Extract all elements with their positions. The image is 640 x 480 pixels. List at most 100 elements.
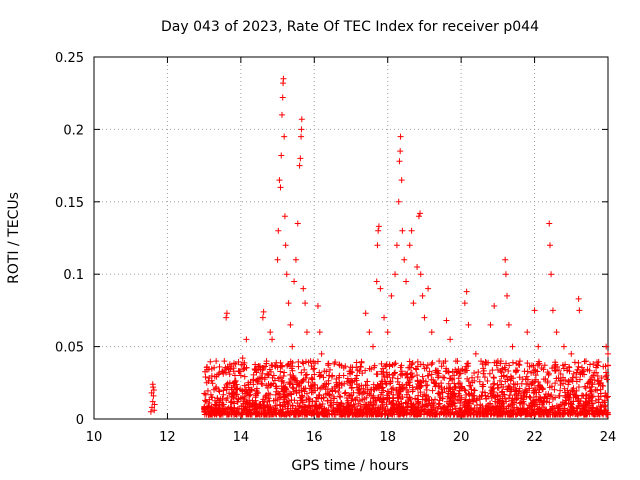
- data-point: [557, 401, 564, 408]
- data-point: [211, 364, 218, 371]
- chart-title: Day 043 of 2023, Rate Of TEC Index for r…: [161, 19, 539, 35]
- data-point: [594, 362, 601, 369]
- data-point: [500, 405, 507, 412]
- data-point: [501, 391, 508, 398]
- data-point: [264, 403, 271, 410]
- data-point: [344, 375, 351, 382]
- data-point: [314, 384, 321, 391]
- data-point: [268, 362, 275, 369]
- data-point: [203, 366, 210, 373]
- y-axis-ticks: 0 0.05 0.1 0.15 0.2 0.25: [55, 51, 608, 428]
- data-point: [499, 388, 506, 395]
- data-point: [281, 133, 288, 140]
- data-point: [281, 384, 288, 391]
- data-point: [323, 411, 330, 418]
- data-point: [419, 373, 426, 380]
- data-point: [228, 363, 235, 370]
- data-point: [253, 369, 260, 376]
- data-point: [425, 372, 432, 379]
- data-point: [398, 177, 405, 184]
- data-point: [226, 379, 233, 386]
- data-point: [447, 336, 454, 343]
- data-point: [301, 406, 308, 413]
- data-point: [147, 408, 154, 415]
- data-point: [451, 372, 458, 379]
- data-point: [450, 399, 457, 406]
- data-point: [589, 400, 596, 407]
- data-point: [277, 368, 284, 375]
- data-point: [468, 386, 475, 393]
- data-point: [575, 383, 582, 390]
- data-point: [565, 400, 572, 407]
- data-point: [256, 404, 263, 411]
- data-point: [394, 375, 401, 382]
- data-point: [431, 411, 438, 418]
- data-point: [552, 380, 559, 387]
- data-point: [394, 411, 401, 418]
- data-point: [597, 379, 604, 386]
- data-point: [276, 390, 283, 397]
- data-point: [270, 372, 277, 379]
- data-point: [526, 393, 533, 400]
- data-point: [513, 388, 520, 395]
- data-point: [467, 382, 474, 389]
- data-point: [386, 398, 393, 405]
- data-point: [439, 395, 446, 402]
- data-point: [339, 408, 346, 415]
- data-point: [303, 390, 310, 397]
- data-point: [524, 407, 531, 414]
- data-point: [281, 213, 288, 220]
- data-point: [415, 392, 422, 399]
- data-point: [298, 369, 305, 376]
- data-point: [356, 368, 363, 375]
- data-point: [575, 363, 582, 370]
- data-point: [374, 242, 381, 249]
- data-point: [494, 392, 501, 399]
- data-point: [493, 405, 500, 412]
- data-point: [406, 364, 413, 371]
- data-point: [597, 386, 604, 393]
- data-point: [294, 409, 301, 416]
- data-point: [540, 404, 547, 411]
- data-point: [598, 375, 605, 382]
- data-point: [263, 392, 270, 399]
- data-point: [434, 374, 441, 381]
- data-point: [264, 370, 271, 377]
- data-point: [311, 371, 318, 378]
- data-point: [388, 386, 395, 393]
- y-tick-label: 0.2: [63, 123, 84, 138]
- data-point: [267, 368, 274, 375]
- data-point: [582, 406, 589, 413]
- data-point: [494, 366, 501, 373]
- data-point: [582, 411, 589, 418]
- data-point: [420, 361, 427, 368]
- data-point: [539, 400, 546, 407]
- data-point: [421, 314, 428, 321]
- data-point: [528, 381, 535, 388]
- data-point: [228, 399, 235, 406]
- data-point: [457, 400, 464, 407]
- data-point: [375, 223, 382, 230]
- data-point: [421, 408, 428, 415]
- data-point: [363, 394, 370, 401]
- data-point: [231, 372, 238, 379]
- data-point: [548, 392, 555, 399]
- data-point: [396, 403, 403, 410]
- data-point: [544, 369, 551, 376]
- data-point: [277, 402, 284, 409]
- data-point: [279, 406, 286, 413]
- data-point: [314, 358, 321, 365]
- data-point: [507, 388, 514, 395]
- data-point: [458, 394, 465, 401]
- data-point: [441, 374, 448, 381]
- data-point: [425, 393, 432, 400]
- data-point: [312, 402, 319, 409]
- x-tick-label: 18: [379, 430, 396, 445]
- data-point: [413, 383, 420, 390]
- data-point: [252, 408, 259, 415]
- data-point: [234, 385, 241, 392]
- data-point: [241, 382, 248, 389]
- data-point: [584, 366, 591, 373]
- data-point: [388, 292, 395, 299]
